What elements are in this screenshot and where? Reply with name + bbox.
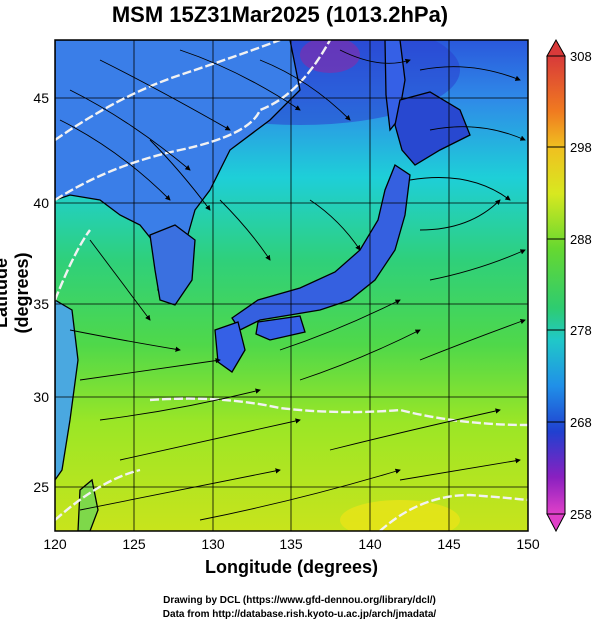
x-tick-label: 125 xyxy=(122,536,146,552)
credit-drawing: Drawing by DCL (https://www.gfd-dennou.o… xyxy=(163,595,436,606)
y-tick-label: 30 xyxy=(33,389,49,405)
x-tick-label: 135 xyxy=(279,536,303,552)
colorbar-tick-label: 308 xyxy=(570,49,592,64)
credit-data: Data from http://database.rish.kyoto-u.a… xyxy=(162,609,437,620)
plot-frame xyxy=(54,39,529,532)
contours xyxy=(55,40,528,531)
y-tick-label: 40 xyxy=(33,195,49,211)
plot-area xyxy=(55,40,528,531)
page-title: MSM 15Z31Mar2025 (1013.2hPa) xyxy=(111,2,449,27)
grid xyxy=(55,40,528,531)
x-tick-label: 130 xyxy=(201,536,225,552)
streamlines xyxy=(59,49,526,521)
x-tick-label: 145 xyxy=(437,536,461,552)
colorbar-tick-label: 278 xyxy=(570,323,592,338)
y-axis-ticks: 25 30 35 40 45 xyxy=(33,90,49,495)
y-tick-label: 35 xyxy=(33,296,49,312)
x-axis-label: Longitude (degrees) xyxy=(204,557,378,577)
x-axis-ticks: 120 125 130 135 140 145 150 xyxy=(43,536,540,552)
y-tick-label: 45 xyxy=(33,90,49,106)
y-axis-label: Latitude (degrees) xyxy=(0,252,32,334)
y-tick-label: 25 xyxy=(33,479,49,495)
colorbar-tick-label: 258 xyxy=(570,507,592,522)
colorbar-tick-label: 298 xyxy=(570,140,592,155)
x-tick-label: 120 xyxy=(43,536,67,552)
colorbar: 308 298 288 278 268 258 xyxy=(546,38,592,533)
colorbar-tick-label: 268 xyxy=(570,415,592,430)
colorbar-tick-label: 288 xyxy=(570,232,592,247)
x-tick-label: 140 xyxy=(358,536,382,552)
x-tick-label: 150 xyxy=(516,536,540,552)
